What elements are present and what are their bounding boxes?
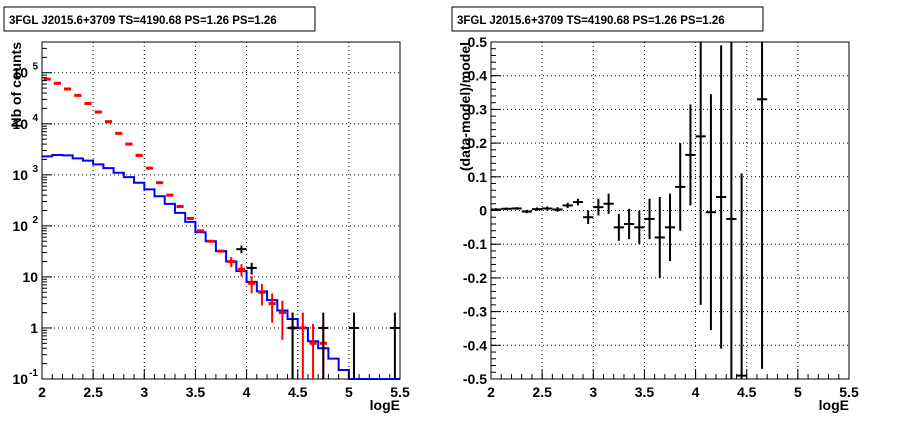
y-axis-label: Nb of counts	[8, 42, 24, 128]
y-tick-label: 10	[12, 65, 28, 81]
x-tick-label: 4	[243, 384, 251, 400]
y-tick-label: -0.5	[463, 371, 487, 387]
x-tick-label: 3	[589, 384, 597, 400]
y-axis-label: (data-model)/model	[457, 42, 473, 171]
series-layer	[491, 42, 768, 379]
y-tick-label: -0.1	[463, 236, 487, 252]
grid	[491, 42, 849, 379]
x-tick-label: 4.5	[737, 384, 757, 400]
x-tick-label: 4.5	[288, 384, 308, 400]
x-tick-label: 5.5	[390, 384, 410, 400]
y-tick-label: 10	[12, 116, 28, 132]
x-tick-label: 2.5	[532, 384, 552, 400]
y-tick-exponent: 2	[32, 215, 38, 226]
y-tick-label: 0.4	[468, 68, 488, 84]
x-tick-label: 5	[794, 384, 802, 400]
chart-title: 3FGL J2015.6+3709 TS=4190.68 PS=1.26 PS=…	[457, 15, 725, 27]
grid	[42, 42, 400, 379]
right-panel-residuals: 2 2.5 3 3.5 4 4.5 5 5.5 -0.5 -0.4 -0.3 -0.2 -0.1 0 0.1…	[451, 6, 859, 413]
y-tick-label: 10	[12, 218, 28, 234]
x-tick-label: 3.5	[186, 384, 206, 400]
ticks	[490, 41, 850, 380]
chart-title: 3FGL J2015.6+3709 TS=4190.68 PS=1.26 PS=…	[9, 15, 277, 27]
x-tick-label: 2	[487, 384, 495, 400]
y-tick-label: -0.3	[463, 304, 487, 320]
y-tick-label: 10	[22, 269, 38, 285]
ticks	[41, 47, 401, 380]
y-tick-label: -0.2	[463, 270, 487, 286]
x-tick-label: 4	[692, 384, 700, 400]
tick-labels: 2 2.5 3 3.5 4 4.5 5 5.5 -0.5 -0.4 -0.3 -0.2 -0.1 0 0.1…	[463, 34, 859, 400]
x-tick-label: 3	[140, 384, 148, 400]
x-tick-label: 5	[345, 384, 353, 400]
y-tick-exponent: -1	[29, 368, 38, 379]
series-layer	[42, 77, 400, 380]
title-box	[451, 6, 764, 32]
x-axis-label: logE	[819, 397, 849, 413]
y-tick-label: 0.3	[468, 101, 488, 117]
x-tick-label: 3.5	[635, 384, 655, 400]
title-box	[3, 6, 316, 32]
y-tick-label: 0.2	[468, 135, 488, 151]
x-tick-label: 2.5	[83, 384, 103, 400]
y-tick-exponent: 3	[32, 164, 38, 175]
y-tick-exponent: 5	[32, 62, 38, 73]
y-tick-label: 0.5	[468, 34, 488, 50]
y-tick-label: 10	[12, 371, 28, 387]
y-tick-label: -0.4	[463, 337, 487, 353]
x-axis-label: logE	[370, 397, 400, 413]
x-tick-label: 5.5	[839, 384, 859, 400]
y-tick-label: 0.1	[468, 169, 488, 185]
y-tick-exponent: 4	[32, 113, 38, 124]
y-tick-label: 0	[479, 203, 487, 219]
y-tick-label: 10	[12, 167, 28, 183]
y-tick-label: 1	[30, 320, 38, 336]
x-tick-label: 2	[38, 384, 46, 400]
plot-frame	[41, 41, 401, 380]
